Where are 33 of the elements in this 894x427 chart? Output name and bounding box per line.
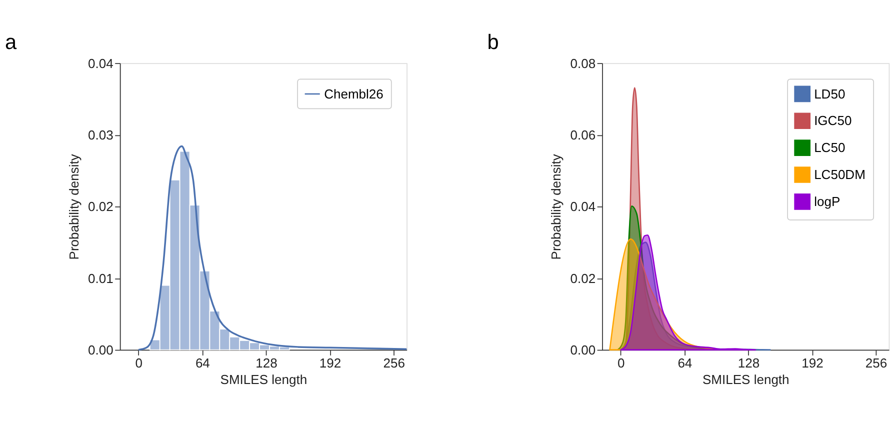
y-tick-label: 0.01 [88, 270, 114, 286]
y-tick-label: 0.04 [88, 56, 114, 71]
legend-label: LC50DM [814, 167, 866, 182]
y-tick-label: 0.03 [88, 128, 114, 143]
x-tick-label: 256 [865, 356, 888, 371]
x-tick-label: 64 [678, 356, 692, 371]
chart-title: b [487, 31, 499, 54]
x-tick-label: 128 [738, 356, 760, 371]
x-tick-label: 192 [319, 356, 342, 371]
legend-label: Chembl26 [324, 86, 384, 102]
y-axis-title: Probability density [66, 154, 82, 260]
x-tick-label: 192 [802, 356, 824, 371]
chart-title: a [5, 31, 18, 54]
y-tick-label: 0.04 [570, 199, 596, 214]
x-tick-label: 0 [618, 356, 625, 371]
y-tick-label: 0.06 [570, 128, 596, 143]
legend-label: LD50 [814, 86, 846, 102]
y-tick-label: 0.02 [570, 270, 596, 286]
x-axis-title: SMILES length [220, 372, 308, 388]
x-axis-title: SMILES length [702, 372, 790, 388]
x-tick-label: 0 [135, 356, 142, 371]
x-tick-label: 128 [256, 356, 278, 371]
legend-label: IGC50 [814, 113, 852, 128]
y-axis-title: Probability density [548, 154, 564, 260]
x-tick-label: 64 [195, 356, 210, 371]
legend-label: logP [814, 194, 840, 210]
y-tick-label: 0.02 [88, 199, 114, 214]
legend-label: LC50 [814, 140, 846, 156]
line-series [138, 145, 408, 351]
y-tick-label: 0.00 [88, 342, 114, 358]
y-tick-label: 0.08 [570, 56, 596, 71]
x-tick-label: 256 [383, 356, 405, 371]
y-tick-label: 0.00 [570, 342, 596, 358]
